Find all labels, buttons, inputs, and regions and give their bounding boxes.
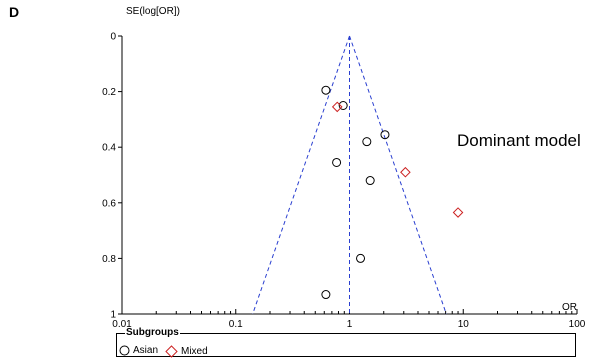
lower-limit-line <box>252 35 350 315</box>
point-asian <box>356 253 366 263</box>
y-tick-label: 0 <box>110 32 116 43</box>
legend: Subgroups Asian Mixed <box>116 327 576 358</box>
diamond-marker-icon <box>165 345 178 358</box>
y-axis-label: SE(log[OR]) <box>126 6 180 17</box>
axes: 00.20.40.60.810.01 0.1 1 10 100 <box>102 32 586 331</box>
funnel-plot: 00.20.40.60.810.01 0.1 1 10 100 SE(log[OR]) … <box>102 6 586 331</box>
legend-label-asian: Asian <box>133 345 159 356</box>
point-asian <box>362 137 372 147</box>
x-tick-label: 0.1 <box>229 319 243 330</box>
point-mixed <box>400 166 411 178</box>
y-tick-label: 0.8 <box>102 254 116 265</box>
legend-title: Subgroups <box>125 327 180 338</box>
point-asian <box>321 85 331 95</box>
x-tick-label: 0.01 <box>112 319 132 330</box>
y-tick-label: 0.6 <box>102 198 116 209</box>
y-tick-label: 0.4 <box>102 143 116 154</box>
model-annotation: Dominant model <box>457 131 581 150</box>
point-mixed <box>452 207 464 218</box>
x-tick-label: 100 <box>569 319 586 330</box>
data-points <box>321 85 464 300</box>
funnel-lines <box>252 35 447 315</box>
point-asian <box>338 101 348 110</box>
panel-label: D <box>9 4 20 20</box>
legend-item-asian: Asian <box>119 345 158 356</box>
x-axis-label: OR <box>562 302 577 313</box>
point-asian <box>332 157 342 167</box>
y-tick-label: 1 <box>110 310 116 321</box>
legend-item-mixed: Mixed <box>165 345 208 358</box>
point-asian <box>321 290 331 300</box>
point-asian <box>365 176 375 186</box>
circle-marker-icon <box>119 345 130 356</box>
point-mixed <box>331 101 343 113</box>
upper-limit-line <box>349 35 447 315</box>
x-tick-label: 10 <box>458 319 470 330</box>
y-tick-label: 0.2 <box>102 87 116 98</box>
x-tick-label: 1 <box>347 319 353 330</box>
point-asian <box>380 130 390 140</box>
legend-label-mixed: Mixed <box>181 346 208 357</box>
